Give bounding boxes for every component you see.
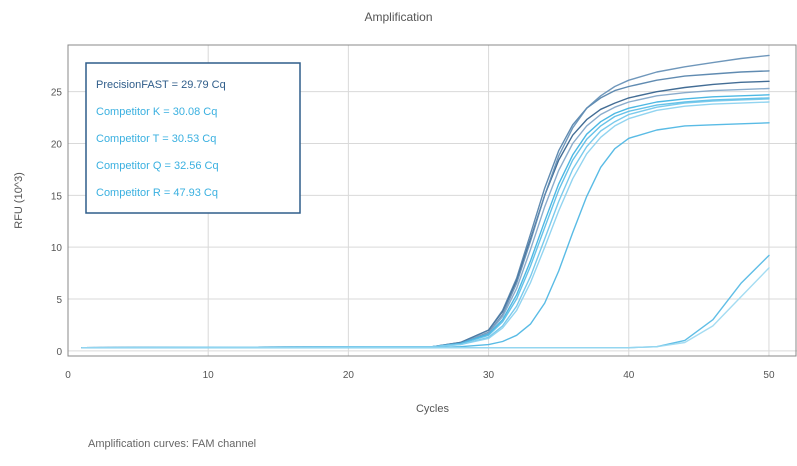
legend-box [85,62,301,214]
x-tick-label: 10 [203,370,215,381]
series-line [81,101,770,349]
series-line [81,254,770,349]
series-line [81,267,770,349]
axis-ticks: 0 10 20 30 40 50 0 5 10 15 20 25 [51,88,775,381]
y-axis-label: RFU (10^3) [13,172,25,229]
chart-title: Amplification [364,10,433,24]
figure-caption: Amplification curves: FAM channel [88,438,257,450]
x-tick-label: 20 [343,370,355,381]
y-tick-label: 15 [51,191,63,202]
x-axis-label: Cycles [416,403,450,415]
series-line [81,122,770,349]
series-line [81,94,770,349]
legend: PrecisionFAST = 29.79 Cq Competitor K = 3… [85,62,301,214]
x-tick-label: 40 [623,370,635,381]
series-line [81,70,770,349]
plot-frame [67,44,797,357]
x-tick-label: 30 [483,370,495,381]
y-tick-label: 0 [56,347,62,358]
legend-entry: PrecisionFAST = 29.79 Cq [96,79,226,91]
legend-entry: Competitor Q = 32.56 Cq [96,160,219,172]
series-line [81,97,770,349]
series-group [81,54,770,349]
legend-entry: Competitor T = 30.53 Cq [96,133,216,145]
legend-entry: Competitor K = 30.08 Cq [96,106,217,118]
y-tick-label: 10 [51,243,63,254]
series-line [81,98,770,349]
x-tick-label: 0 [65,370,71,381]
legend-entry: Competitor R = 47.93 Cq [96,187,218,199]
y-tick-label: 25 [51,88,63,99]
x-tick-label: 50 [763,370,775,381]
y-tick-label: 5 [56,295,62,306]
y-tick-label: 20 [51,139,63,150]
